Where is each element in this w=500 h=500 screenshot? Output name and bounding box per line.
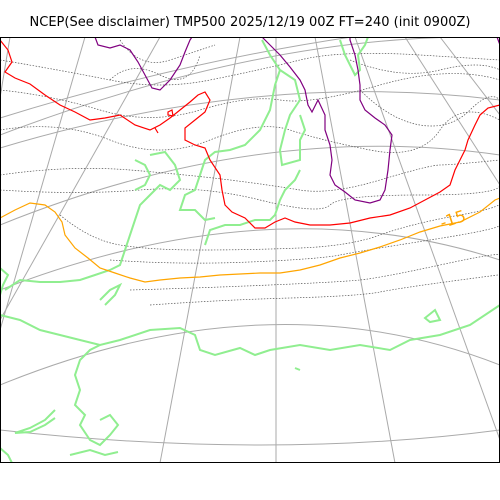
isotherm-red xyxy=(0,39,500,229)
coastline xyxy=(73,344,120,447)
isotherm xyxy=(349,59,500,74)
graticule xyxy=(0,37,500,463)
longitude-line xyxy=(439,37,500,116)
coastline xyxy=(99,282,123,306)
isotherm-purple-west xyxy=(94,37,193,91)
latitude-line xyxy=(0,37,356,119)
coastline xyxy=(4,150,182,291)
latitude-line xyxy=(0,228,500,291)
isotherm xyxy=(109,54,201,81)
isotherm-purple-east xyxy=(261,37,393,204)
coastline xyxy=(14,409,56,434)
isotherm-red-island xyxy=(154,109,174,134)
isotherm xyxy=(0,52,500,86)
latitude-line xyxy=(0,37,461,136)
latitude-line xyxy=(0,324,500,386)
coastline xyxy=(204,169,301,246)
isotherm xyxy=(149,274,500,306)
isotherm xyxy=(0,73,500,118)
coastline xyxy=(134,159,152,191)
map-canvas: -15 xyxy=(0,37,500,463)
isotherm xyxy=(0,111,500,153)
map-panel: -15 xyxy=(0,37,500,463)
coastline xyxy=(69,448,119,457)
coastline xyxy=(178,69,281,222)
isotherm-minus15 xyxy=(0,197,500,283)
coastline xyxy=(339,37,369,77)
coastlines xyxy=(0,37,500,463)
longitude-line xyxy=(0,37,161,321)
isotherm xyxy=(129,254,500,291)
isotherm xyxy=(119,39,216,63)
coastline xyxy=(423,308,442,324)
longitude-line xyxy=(0,37,11,101)
map-title: NCEP(See disclaimer) TMP500 2025/12/19 0… xyxy=(29,15,471,30)
contour-label-minus15: -15 xyxy=(437,206,468,232)
longitude-line xyxy=(0,37,86,331)
map-border xyxy=(0,37,500,463)
latitude-line xyxy=(0,429,500,446)
latitude-line xyxy=(0,145,500,226)
latitude-line xyxy=(0,91,500,149)
isotherm xyxy=(359,89,500,127)
coastline xyxy=(0,447,13,463)
coastline xyxy=(0,267,10,296)
longitude-line xyxy=(404,37,500,186)
coastline xyxy=(294,367,301,371)
isotherm-lines xyxy=(0,39,500,306)
longitude-line xyxy=(314,37,396,463)
longitude-line xyxy=(354,37,500,441)
coastline xyxy=(0,304,500,357)
